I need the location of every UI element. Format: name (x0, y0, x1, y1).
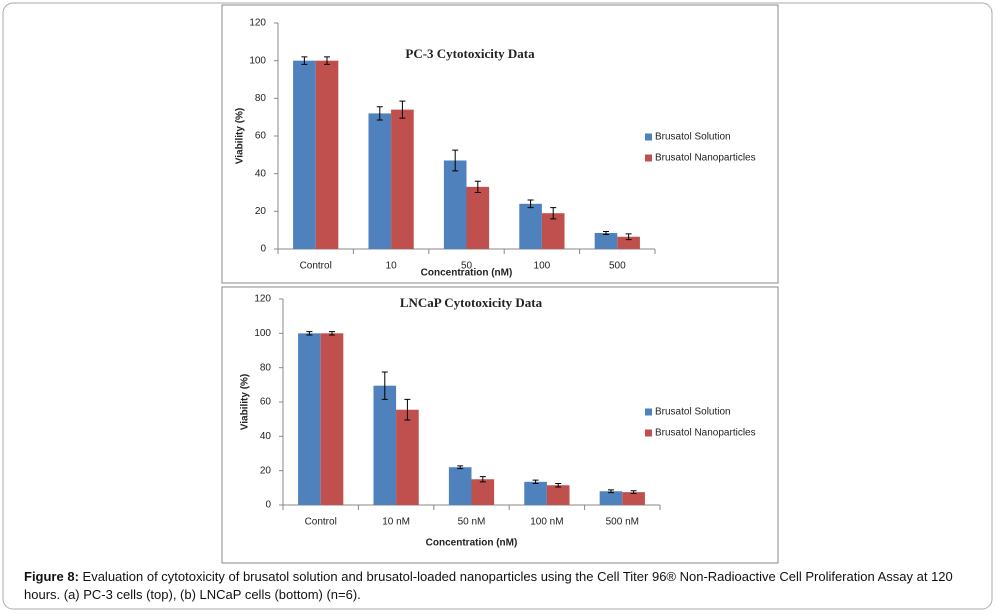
bar (546, 485, 570, 505)
error-bar (324, 56, 331, 65)
error-bar (306, 331, 313, 336)
x-tick-label: 500 nM (606, 517, 639, 528)
y-tick-label: 60 (255, 131, 267, 142)
y-tick-label: 80 (255, 93, 267, 104)
error-bar (381, 371, 388, 400)
legend-swatch (645, 408, 652, 416)
chart-title: PC-3 Cytotoxicity Data (405, 46, 535, 61)
y-tick-label: 120 (249, 18, 266, 29)
y-tick-label: 40 (255, 168, 267, 179)
y-tick-label: 80 (260, 362, 272, 373)
bar (471, 479, 495, 505)
y-axis-label: Viability (%) (240, 374, 251, 431)
bar (448, 467, 472, 505)
y-tick-label: 100 (254, 328, 271, 339)
bar (599, 491, 623, 505)
bar (443, 160, 467, 249)
error-bar (301, 56, 308, 65)
error-bar (474, 180, 481, 193)
error-bar (452, 149, 459, 172)
legend-label: Brusatol Solution (655, 132, 731, 143)
error-bar (457, 465, 464, 470)
bar (524, 481, 547, 505)
y-tick-label: 20 (255, 206, 267, 217)
bar (368, 113, 392, 250)
caption-text: Evaluation of cytotoxicity of brusatol s… (24, 569, 953, 602)
x-axis-label: Concentration (nM) (426, 538, 518, 549)
x-tick-label: 50 (461, 261, 473, 272)
error-bar (625, 233, 632, 241)
caption: Figure 8: Evaluation of cytotoxicity of … (24, 568, 979, 604)
x-tick-label: Control (300, 261, 332, 272)
y-tick-label: 100 (249, 55, 266, 66)
bar (315, 60, 339, 249)
chart-title: LNCaP Cytotoxicity Data (400, 295, 543, 310)
error-bar (555, 483, 562, 488)
error-bar (527, 199, 534, 209)
x-axis-label: Concentration (nM) (421, 268, 513, 279)
bar (466, 186, 490, 249)
x-tick-label: 10 (386, 261, 398, 272)
x-tick-label: 500 (609, 261, 626, 272)
bar (320, 333, 344, 505)
legend-swatch (645, 154, 652, 162)
y-tick-label: 0 (260, 244, 266, 255)
x-tick-label: 100 nM (530, 517, 563, 528)
legend-label: Brusatol Nanoparticles (655, 428, 756, 439)
y-tick-label: 0 (265, 500, 271, 511)
bar (622, 492, 645, 505)
error-bar (376, 106, 383, 121)
error-bar (607, 489, 614, 494)
bar (617, 236, 640, 249)
error-bar (602, 230, 609, 235)
x-tick-label: Control (305, 517, 337, 528)
error-bar (630, 490, 637, 494)
legend-swatch (645, 429, 652, 437)
legend-label: Brusatol Nanoparticles (655, 153, 756, 164)
error-bar (404, 398, 411, 421)
error-bar (550, 207, 557, 220)
bar (541, 213, 565, 249)
y-tick-label: 60 (260, 397, 272, 408)
legend-swatch (645, 133, 652, 141)
y-tick-label: 20 (260, 465, 272, 476)
error-bar (479, 476, 486, 483)
bar (293, 60, 316, 249)
bar (373, 385, 397, 505)
error-bar (399, 100, 406, 119)
x-tick-label: 10 nM (382, 517, 410, 528)
x-tick-label: 50 nM (458, 517, 486, 528)
bar (594, 232, 618, 249)
bar (519, 203, 542, 249)
bar (298, 333, 321, 505)
bar (396, 409, 419, 505)
legend-label: Brusatol Solution (655, 407, 731, 418)
bar (391, 109, 414, 249)
x-tick-label: 100 (534, 261, 551, 272)
caption-label: Figure 8: (24, 569, 79, 584)
y-axis-label: Viability (%) (235, 108, 246, 165)
error-bar (532, 479, 539, 485)
y-tick-label: 120 (254, 294, 271, 305)
error-bar (329, 331, 336, 336)
y-tick-label: 40 (260, 431, 272, 442)
